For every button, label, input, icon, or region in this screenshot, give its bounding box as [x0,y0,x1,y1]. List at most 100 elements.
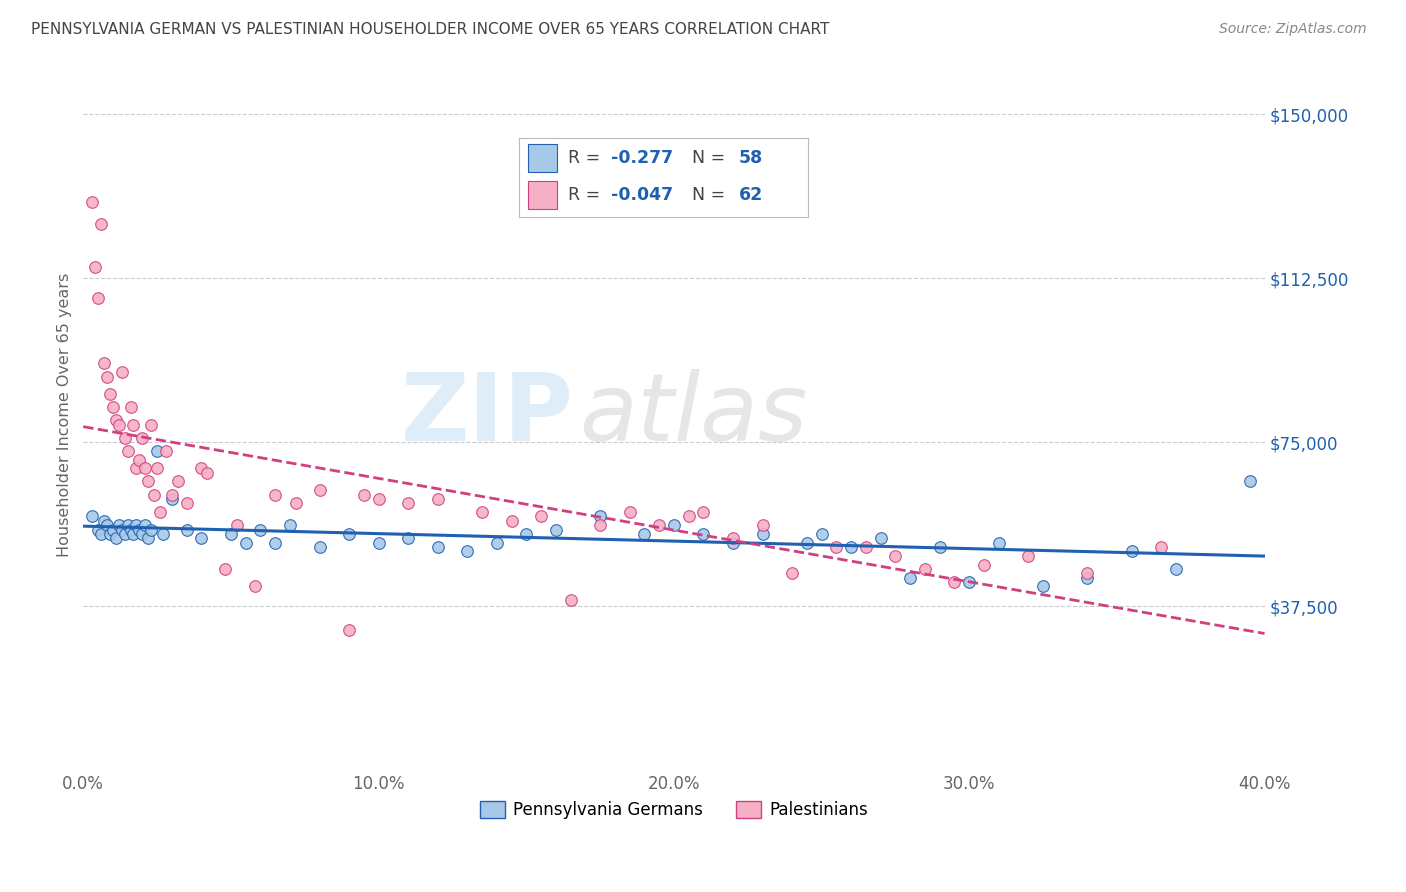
Point [780,566,803,581]
Point [337,527,360,541]
Point [176,496,198,510]
Point [692,505,714,519]
Point [235,535,257,549]
Point [973,558,995,572]
Point [149,505,172,519]
Point [928,540,950,554]
Point [898,571,921,585]
Point [146,461,169,475]
Point [117,443,139,458]
Point [471,505,494,519]
Point [957,574,980,589]
Point [839,540,862,554]
Point [396,496,419,510]
Point [530,509,553,524]
Point [136,475,159,489]
Point [87,291,110,305]
Point [93,356,115,370]
Y-axis label: Householder Income Over 65 years: Householder Income Over 65 years [58,273,72,557]
Point [214,562,236,576]
Point [114,527,136,541]
Point [160,487,183,501]
Point [426,540,449,554]
Point [143,487,166,501]
Point [107,417,129,432]
Text: -0.277: -0.277 [612,149,673,167]
Point [308,540,330,554]
Point [243,579,266,593]
Point [134,461,156,475]
Point [485,535,508,549]
Point [146,443,169,458]
Point [308,483,330,498]
Point [1032,579,1054,593]
Text: Source: ZipAtlas.com: Source: ZipAtlas.com [1219,22,1367,37]
Point [134,518,156,533]
Point [160,491,183,506]
Point [264,535,287,549]
Point [810,527,832,541]
Point [544,523,567,537]
Point [987,535,1010,549]
Point [122,527,145,541]
Point [117,518,139,533]
Point [82,509,104,524]
Point [93,514,115,528]
Point [1076,571,1098,585]
Text: N =: N = [692,149,731,167]
Point [825,540,848,554]
Legend: Pennsylvania Germans, Palestinians: Pennsylvania Germans, Palestinians [472,794,875,826]
Text: 62: 62 [738,186,762,204]
Point [721,531,744,545]
Point [141,417,163,432]
Point [96,518,118,533]
Point [219,527,242,541]
Bar [527,181,557,209]
Point [589,509,612,524]
Point [98,387,121,401]
Point [337,623,360,637]
Point [104,531,127,545]
Point [1076,566,1098,581]
Point [662,518,685,533]
Point [619,505,641,519]
Point [560,592,582,607]
Point [648,518,671,533]
Point [264,487,287,501]
Point [98,527,121,541]
Point [155,443,177,458]
Point [515,527,537,541]
Point [101,523,124,537]
Point [82,194,104,209]
Point [225,518,247,533]
Point [284,496,307,510]
Point [501,514,523,528]
Point [128,523,150,537]
Point [125,518,148,533]
Point [396,531,419,545]
Text: atlas: atlas [579,369,807,460]
Point [111,523,134,537]
Point [131,527,153,541]
Bar [527,145,557,172]
Point [426,491,449,506]
Point [1121,544,1143,558]
Point [90,217,112,231]
Point [855,540,877,554]
Point [125,461,148,475]
Point [131,431,153,445]
Point [166,475,188,489]
Point [104,413,127,427]
Point [249,523,271,537]
Point [190,531,212,545]
Point [367,535,389,549]
Point [141,523,163,537]
Point [122,417,145,432]
Point [114,431,136,445]
Text: N =: N = [692,186,731,204]
Point [278,518,301,533]
Text: ZIP: ZIP [401,368,574,461]
Point [1164,562,1187,576]
Point [1239,475,1261,489]
Point [101,400,124,414]
